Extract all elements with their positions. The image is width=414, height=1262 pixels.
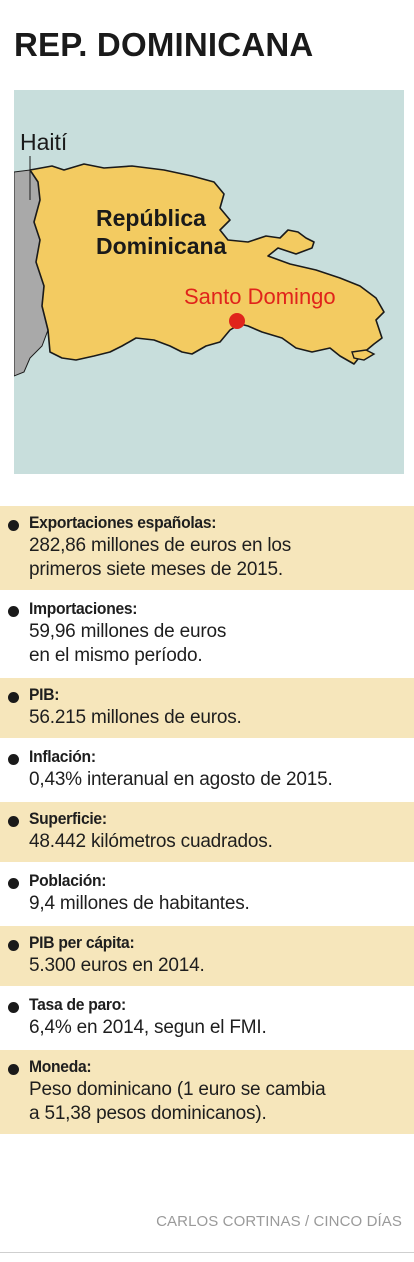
fact-label: PIB: <box>29 685 60 704</box>
fact-label: Exportaciones españolas: <box>29 513 217 532</box>
capital-label: Santo Domingo <box>184 284 336 309</box>
fact-item: Exportaciones españolas: 282,86 millones … <box>0 506 414 590</box>
fact-label: Tasa de paro: <box>29 995 126 1014</box>
page-title: REP. DOMINICANA <box>14 26 314 63</box>
fact-value: en el mismo período. <box>29 645 203 666</box>
country-label-line2: Dominicana <box>96 233 227 259</box>
fact-item: Población: 9,4 millones de habitantes. <box>0 864 414 924</box>
map-svg: Haití República Dominicana Santo Domingo <box>14 90 404 474</box>
saona-island <box>351 349 376 361</box>
fact-separator <box>0 924 414 926</box>
fact-value: 48.442 kilómetros cuadrados. <box>29 831 273 852</box>
facts-list: Exportaciones españolas: 282,86 millones … <box>0 506 414 1134</box>
fact-label: Importaciones: <box>29 599 138 618</box>
country-label-line1: República <box>96 205 206 231</box>
bullet-icon <box>8 606 19 617</box>
fact-value: 56.215 millones de euros. <box>29 707 242 728</box>
bullet-icon <box>8 816 19 827</box>
bullet-icon <box>8 1064 19 1075</box>
fact-value: 282,86 millones de euros en los <box>29 535 292 556</box>
fact-separator <box>0 986 414 988</box>
fact-item: Inflación: 0,43% interanual en agosto de … <box>0 740 414 800</box>
capital-marker-icon <box>229 313 245 329</box>
fact-label: Moneda: <box>29 1057 92 1076</box>
fact-separator <box>0 800 414 802</box>
fact-separator <box>0 590 414 592</box>
fact-value: 6,4% en 2014, segun el FMI. <box>29 1017 267 1038</box>
dominican-republic-land <box>29 163 385 365</box>
bottom-divider <box>0 1252 414 1253</box>
fact-separator <box>0 862 414 864</box>
fact-item: PIB: 56.215 millones de euros. <box>0 678 414 738</box>
fact-label: Superficie: <box>29 809 107 828</box>
credit: CARLOS CORTINAS / CINCO DÍAS <box>156 1213 402 1230</box>
fact-value: primeros siete meses de 2015. <box>29 559 283 580</box>
fact-value: Peso dominicano (1 euro se cambia <box>29 1079 326 1100</box>
fact-value: 5.300 euros en 2014. <box>29 955 205 976</box>
fact-separator <box>0 1048 414 1050</box>
fact-item: Tasa de paro: 6,4% en 2014, segun el FMI. <box>0 988 414 1048</box>
bullet-icon <box>8 754 19 765</box>
fact-label: PIB per cápita: <box>29 933 135 952</box>
bullet-icon <box>8 692 19 703</box>
fact-separator <box>0 738 414 740</box>
bullet-icon <box>8 1002 19 1013</box>
fact-value: 0,43% interanual en agosto de 2015. <box>29 769 333 790</box>
fact-item: Moneda: Peso dominicano (1 euro se cambia… <box>0 1050 414 1134</box>
fact-item: Superficie: 48.442 kilómetros cuadrados. <box>0 802 414 862</box>
fact-item: Importaciones: 59,96 millones de euros en … <box>0 592 414 676</box>
haiti-label: Haití <box>20 129 68 155</box>
bullet-icon <box>8 940 19 951</box>
bullet-icon <box>8 878 19 889</box>
fact-value: 9,4 millones de habitantes. <box>29 893 250 914</box>
fact-value: a 51,38 pesos dominicanos). <box>29 1103 267 1124</box>
bullet-icon <box>8 520 19 531</box>
map: Haití República Dominicana Santo Domingo <box>14 90 404 474</box>
fact-label: Población: <box>29 871 107 890</box>
fact-label: Inflación: <box>29 747 96 766</box>
fact-separator <box>0 676 414 678</box>
fact-value: 59,96 millones de euros <box>29 621 227 642</box>
fact-item: PIB per cápita: 5.300 euros en 2014. <box>0 926 414 986</box>
